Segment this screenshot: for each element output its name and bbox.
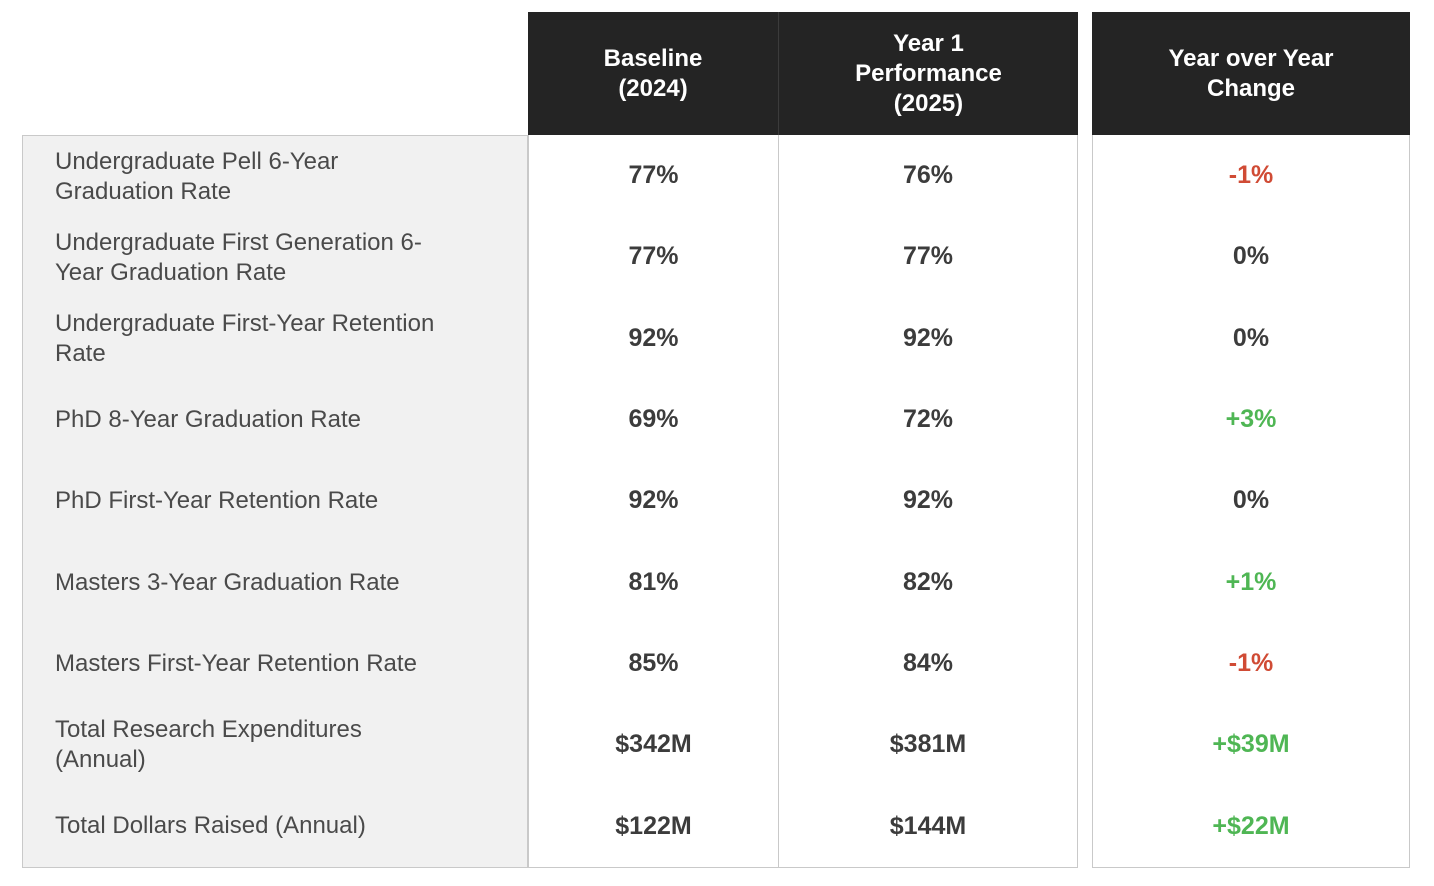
table-header-performance: Baseline (2024) Year 1 Performance (2025… (528, 12, 1078, 135)
metric-label: PhD 8-Year Graduation Rate (55, 406, 361, 434)
metric-label: Undergraduate First-Year Retention Rate (55, 310, 435, 368)
metric-label: PhD First-Year Retention Rate (55, 487, 379, 515)
year1-value: 76% (902, 161, 954, 190)
year1-value: 84% (902, 649, 954, 678)
baseline-value: 92% (628, 323, 679, 352)
change-value: -1% (1228, 161, 1274, 190)
baseline-value: $122M (615, 811, 692, 840)
year1-value: 92% (902, 486, 954, 515)
change-value: 0% (1232, 323, 1270, 352)
year-over-year-change-column: -1% 0% 0% +3% 0% +1% -1% +$39M +$22M (1092, 135, 1410, 868)
year1-value: $381M (889, 730, 967, 759)
change-value: -1% (1228, 649, 1274, 678)
year1-value: 92% (902, 323, 954, 352)
metric-label: Total Research Expenditures (Annual) (55, 716, 362, 774)
metric-label-column: Undergraduate Pell 6-Year Graduation Rat… (22, 135, 528, 868)
metric-label: Undergraduate First Generation 6- Year G… (55, 228, 422, 286)
baseline-value: 77% (628, 242, 679, 271)
baseline-value: 85% (628, 649, 679, 678)
change-value: +$39M (1212, 730, 1290, 759)
metric-label: Undergraduate Pell 6-Year Graduation Rat… (55, 147, 339, 205)
baseline-value: 69% (628, 405, 679, 434)
baseline-value: $342M (615, 730, 692, 759)
baseline-column: 77% 77% 92% 69% 92% 81% 85% $342M $122M (529, 135, 779, 867)
change-value: +3% (1225, 405, 1277, 434)
baseline-value: 92% (628, 486, 679, 515)
change-value: 0% (1232, 242, 1270, 271)
metric-label: Total Dollars Raised (Annual) (55, 812, 366, 840)
change-value: +$22M (1212, 811, 1290, 840)
baseline-value: 81% (628, 567, 679, 596)
column-header-baseline: Baseline (2024) (603, 44, 703, 102)
metric-label: Masters First-Year Retention Rate (55, 649, 417, 677)
year1-value: 72% (902, 405, 954, 434)
year1-value: $144M (889, 811, 967, 840)
performance-values-panel: 77% 77% 92% 69% 92% 81% 85% $342M $122M 76% 77% 92… (528, 135, 1078, 868)
change-value: 0% (1232, 486, 1270, 515)
year1-column: 76% 77% 92% 72% 92% 82% 84% $381M $144M (779, 135, 1077, 867)
baseline-value: 77% (628, 161, 679, 190)
column-header-year1-performance: Year 1 Performance (2025) (778, 12, 1078, 135)
change-value: +1% (1225, 567, 1277, 596)
year1-value: 82% (902, 567, 954, 596)
year1-value: 77% (902, 242, 954, 271)
metric-label: Masters 3-Year Graduation Rate (55, 568, 400, 596)
table-header-change: Year over Year Change (1092, 12, 1410, 135)
column-header-year-over-year-change: Year over Year Change (1168, 44, 1334, 102)
